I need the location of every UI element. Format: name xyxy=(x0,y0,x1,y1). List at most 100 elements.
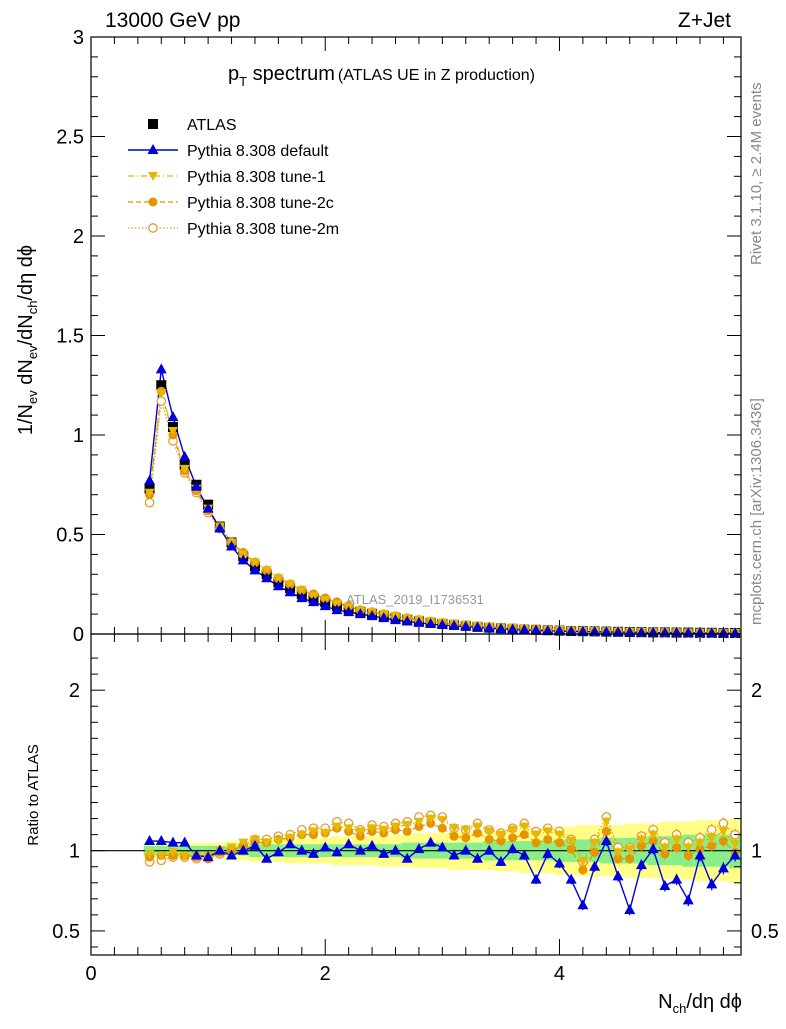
ratio-point-tune2c xyxy=(402,826,412,836)
main-point-tune1 xyxy=(285,580,296,590)
header-left: 13000 GeV pp xyxy=(105,9,240,32)
plot-title-paren: (ATLAS UE in Z production) xyxy=(338,67,535,84)
ratio-point-default xyxy=(530,873,542,884)
main-data-point xyxy=(156,380,167,391)
ratio-point-tune2c xyxy=(496,836,506,846)
ratio-point-tune1 xyxy=(495,830,506,840)
legend-marker-default xyxy=(147,144,159,154)
main-y-tick-label: 1.5 xyxy=(56,326,84,348)
ratio-point-default xyxy=(542,847,554,858)
ratio-point-tune1 xyxy=(566,837,577,847)
ratio-point-default xyxy=(390,844,402,855)
main-point-default xyxy=(179,450,191,461)
main-point-default xyxy=(542,624,554,635)
ratio-point-default xyxy=(261,852,273,863)
ratio-point-default xyxy=(483,844,495,855)
main-point-default xyxy=(319,600,331,611)
ratio-point-default xyxy=(565,873,577,884)
main-y-tick-label: 2 xyxy=(73,226,84,248)
ratio-point-tune1 xyxy=(308,827,319,837)
ratio-point-default xyxy=(284,838,296,849)
ratio-point-default xyxy=(600,835,612,846)
ratio-point-tune1 xyxy=(601,817,612,827)
analysis-watermark: ATLAS_2019_I1736531 xyxy=(346,592,484,607)
ratio-point-default xyxy=(366,839,378,850)
ratio-point-default xyxy=(214,844,226,855)
ratio-point-tune2c xyxy=(648,836,658,846)
ratio-y-tick-label: 1 xyxy=(69,841,80,863)
ratio-point-tune2c xyxy=(554,838,564,848)
main-point-tune1 xyxy=(179,464,190,474)
ratio-point-tune1 xyxy=(320,829,331,839)
ratio-point-tune1 xyxy=(261,838,272,848)
ratio-point-tune1 xyxy=(648,830,659,840)
ratio-point-tune1 xyxy=(226,843,237,853)
ratio-point-default xyxy=(155,835,167,846)
ratio-point-default xyxy=(460,844,472,855)
legend-label-default: Pythia 8.308 default xyxy=(187,143,329,160)
ratio-point-tune1 xyxy=(683,843,694,853)
main-point-default xyxy=(589,625,601,636)
main-point-default xyxy=(483,622,495,633)
x-tick-label: 0 xyxy=(85,963,96,985)
ratio-point-tune1 xyxy=(460,825,471,835)
ratio-y-tick-label-right: 2 xyxy=(751,680,762,702)
main-y-tick-label: 0.5 xyxy=(56,525,84,547)
main-point-default xyxy=(190,480,202,491)
ratio-y-tick-label: 2 xyxy=(69,680,80,702)
rivet-label: Rivet 3.1.10, ≥ 2.4M events xyxy=(748,83,765,266)
ratio-point-tune1 xyxy=(613,848,624,858)
ratio-point-tune1 xyxy=(402,820,413,830)
ratio-point-tune1 xyxy=(238,838,249,848)
main-point-tune2m xyxy=(156,396,167,407)
ratio-frame xyxy=(90,633,742,956)
ratio-point-default xyxy=(167,836,179,847)
ratio-point-tune1 xyxy=(636,835,647,845)
main-point-tune1 xyxy=(261,566,272,576)
x-axis-label: Nch/dη dϕ xyxy=(658,991,742,1016)
ratio-point-tune1 xyxy=(425,814,436,824)
ratio-point-tune1 xyxy=(273,837,284,847)
main-point-default xyxy=(378,612,390,623)
ratio-point-tune2c xyxy=(601,826,611,836)
ratio-point-tune2c xyxy=(613,854,623,864)
main-point-default xyxy=(214,522,226,533)
ratio-point-tune2c xyxy=(590,847,600,857)
ratio-point-tune1 xyxy=(730,840,741,850)
ratio-point-tune2c xyxy=(449,831,459,841)
ratio-point-tune2c xyxy=(484,834,494,844)
ratio-point-default xyxy=(647,843,659,854)
main-y-tick-label: 0 xyxy=(73,624,84,646)
ratio-point-default xyxy=(296,844,308,855)
ratio-point-tune1 xyxy=(659,843,670,853)
ratio-point-default xyxy=(401,852,413,863)
ratio-point-default xyxy=(413,843,425,854)
ratio-point-default xyxy=(226,849,238,860)
ratio-point-default xyxy=(448,849,460,860)
ratio-point-default xyxy=(577,899,589,910)
main-point-default xyxy=(448,619,460,630)
ratio-point-default xyxy=(659,879,671,890)
ratio-point-default xyxy=(717,862,729,873)
ratio-point-default xyxy=(331,846,343,857)
main-point-default xyxy=(284,586,296,597)
plot-title-rest: spectrum xyxy=(247,63,335,85)
ratio-point-default xyxy=(272,846,284,857)
main-y-tick-label: 2.5 xyxy=(56,127,84,149)
ratio-point-default xyxy=(495,855,507,866)
main-point-default xyxy=(390,614,402,625)
ratio-point-default xyxy=(671,873,683,884)
main-point-default xyxy=(413,616,425,627)
main-point-default xyxy=(530,624,542,635)
ratio-point-default xyxy=(425,836,437,847)
main-point-tune1 xyxy=(249,558,260,568)
ratio-point-default xyxy=(308,847,320,858)
ratio-point-default xyxy=(635,859,647,870)
ratio-point-tune2c xyxy=(707,841,717,851)
main-point-default xyxy=(729,627,741,638)
main-point-default xyxy=(155,363,167,374)
main-point-tune1 xyxy=(167,427,178,437)
ratio-point-default xyxy=(518,849,530,860)
x-tick-label: 2 xyxy=(320,963,331,985)
